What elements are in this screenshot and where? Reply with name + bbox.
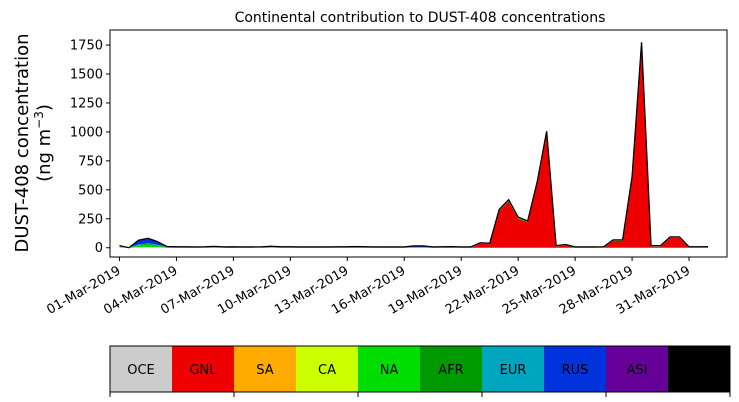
total-line [119,42,709,249]
chart-title: Continental contribution to DUST-408 con… [235,10,606,26]
area-afr [119,43,709,248]
legend-label-ca: CA [318,363,336,378]
y-tick-label: 1750 [70,39,103,54]
area-gnl [119,45,709,248]
legend-swatch-oce [110,346,173,392]
legend-label-oce: OCE [127,363,155,378]
legend-frame [109,345,731,393]
y-tick-label: 500 [78,183,103,198]
legend-label-afr: AFR [438,363,463,378]
legend-swatch-aus [668,346,731,392]
legend-label-na: NA [380,363,399,378]
legend-label-asi: ASI [627,363,648,378]
legend-swatch-eur [482,346,545,392]
area-asi [119,42,709,248]
area-na [119,44,709,248]
y-axis-label: DUST-408 concentration (ng m−3) [12,33,55,252]
area-rus [119,42,709,248]
legend-swatch-ca [296,346,359,392]
legend-swatch-asi [606,346,669,392]
legend: OCE GNL SA CA NA AFR EUR RUS ASI AUS [109,345,731,397]
area-aus [119,42,709,248]
area-eur [119,43,709,248]
legend-label-eur: EUR [500,363,527,378]
legend-swatch-sa [234,346,297,392]
y-tick-label: 750 [78,154,103,169]
area-ca [119,45,709,248]
legend-label-aus: AUS [686,363,713,378]
y-tick-label: 0 [95,241,103,256]
plot-frame [109,29,728,258]
legend-label-gnl: GNL [189,363,217,378]
y-tick-label: 1000 [70,125,103,140]
legend-swatch-na [358,346,421,392]
legend-label-sa: SA [256,363,273,378]
area-sa [119,45,709,248]
y-axis-label-line1: DUST-408 concentration [12,33,33,252]
stacked-areas [119,42,709,248]
x-axis: 01-Mar-201904-Mar-201907-Mar-201910-Mar-… [44,257,693,318]
legend-label-rus: RUS [562,363,589,378]
y-tick-label: 250 [78,212,103,227]
legend-swatch-rus [544,346,607,392]
y-axis: 0 250 500 750 1000 1250 1500 1750 [70,39,110,256]
y-tick-label: 1500 [70,68,103,83]
y-tick-label: 1250 [70,96,103,111]
legend-swatch-afr [420,346,483,392]
legend-swatch-gnl [172,346,235,392]
y-axis-label-line2: (ng m−3) [32,104,55,182]
